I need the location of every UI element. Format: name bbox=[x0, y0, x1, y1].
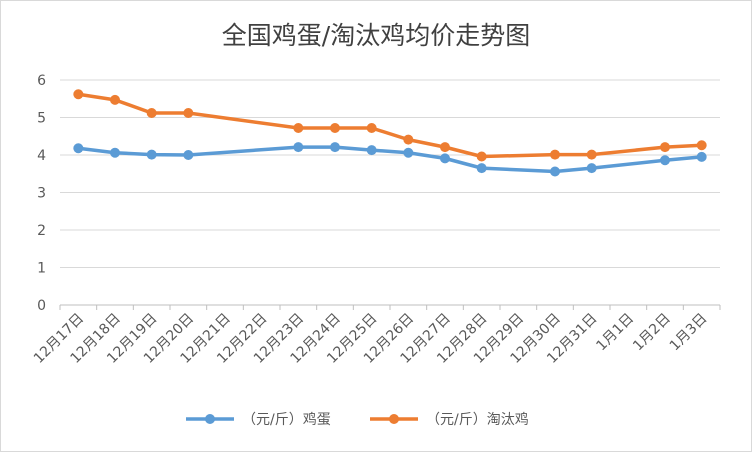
data-point bbox=[183, 108, 194, 118]
data-point bbox=[440, 153, 450, 164]
y-tick-label: 2 bbox=[37, 223, 46, 239]
legend-label-2: （元/斤）淘汰鸡 bbox=[426, 411, 529, 428]
data-point bbox=[73, 89, 84, 100]
data-point bbox=[293, 142, 304, 153]
x-tick-label: 1月3日 bbox=[667, 311, 711, 355]
y-tick-label: 5 bbox=[37, 111, 46, 127]
data-point bbox=[550, 149, 560, 160]
data-point bbox=[550, 166, 560, 177]
y-tick-label: 6 bbox=[37, 73, 46, 89]
y-tick-label: 0 bbox=[37, 298, 46, 314]
data-point bbox=[476, 163, 487, 174]
data-point bbox=[403, 134, 414, 145]
data-point bbox=[366, 145, 377, 156]
data-point bbox=[660, 142, 670, 153]
x-tick-label: 1月1日 bbox=[593, 311, 637, 355]
data-point bbox=[110, 147, 120, 158]
data-point bbox=[146, 149, 157, 160]
data-point bbox=[696, 151, 707, 162]
y-tick-label: 4 bbox=[37, 148, 46, 164]
data-point bbox=[183, 150, 194, 160]
series-line-2 bbox=[78, 92, 702, 159]
legend-marker-1 bbox=[205, 414, 215, 424]
chart-title: 全国鸡蛋/淘汰鸡均价走势图 bbox=[221, 21, 531, 50]
data-point bbox=[146, 108, 157, 118]
series-line-1 bbox=[78, 145, 702, 174]
legend-label-1: （元/斤）鸡蛋 bbox=[242, 411, 331, 428]
data-point bbox=[110, 94, 120, 105]
data-point bbox=[366, 123, 377, 133]
data-point bbox=[440, 142, 450, 153]
data-point bbox=[403, 147, 414, 158]
data-point bbox=[293, 123, 304, 133]
data-point bbox=[660, 155, 670, 166]
legend-marker-2 bbox=[389, 414, 399, 424]
data-point bbox=[586, 149, 597, 160]
data-point bbox=[73, 143, 84, 154]
data-point bbox=[476, 151, 487, 162]
data-point bbox=[586, 163, 597, 174]
data-point bbox=[330, 142, 340, 153]
x-tick-label: 1月2日 bbox=[630, 311, 674, 355]
y-tick-label: 1 bbox=[37, 261, 46, 277]
data-point bbox=[696, 140, 707, 151]
data-point bbox=[330, 123, 340, 133]
y-tick-label: 3 bbox=[37, 186, 46, 202]
